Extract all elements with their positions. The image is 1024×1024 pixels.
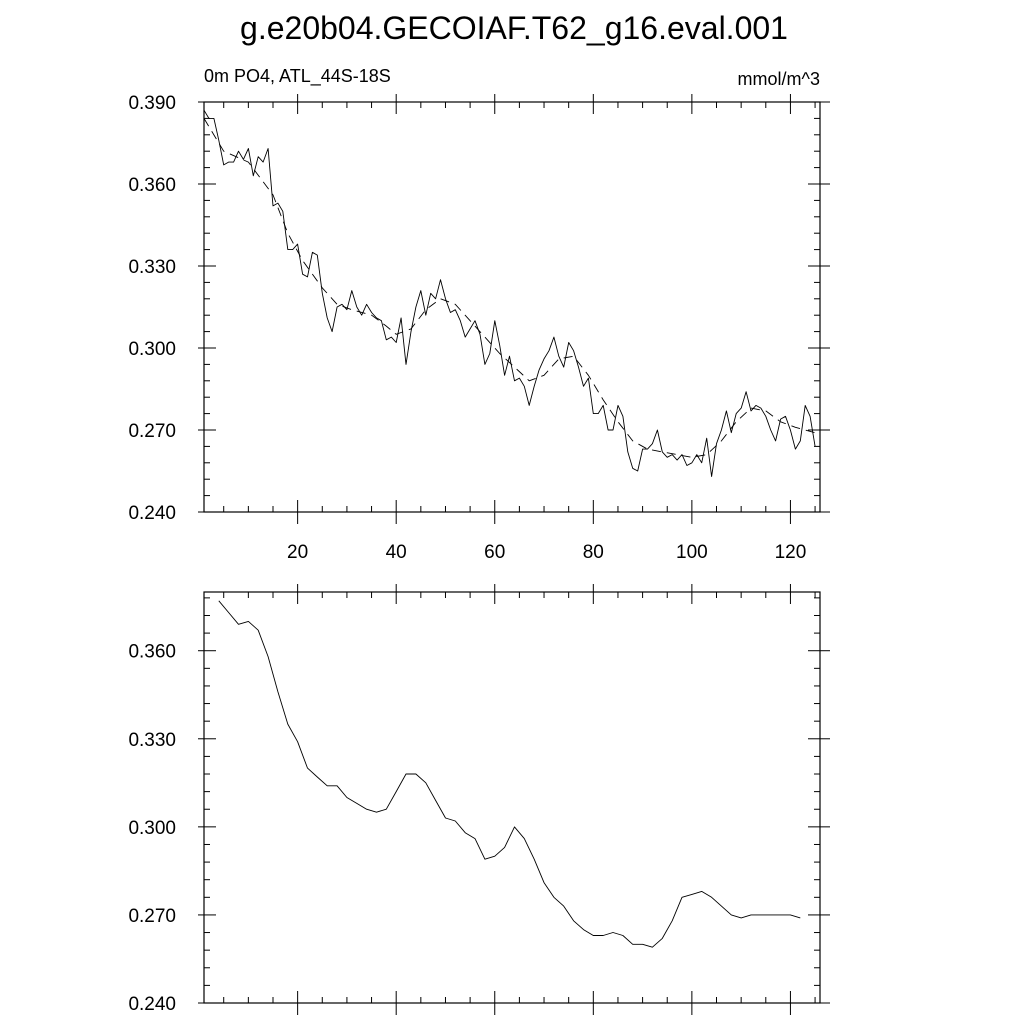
top-line-chart: 0m PO4, ATL_44S-18S mmol/m^3 0.240 0.270 0… bbox=[128, 66, 830, 563]
bottom-chart-y-tick-label: 0.330 bbox=[128, 730, 176, 751]
bottom-chart-y-tick-label: 0.240 bbox=[128, 994, 176, 1015]
top-chart-x-tick-label: 100 bbox=[676, 542, 708, 563]
figure-title: g.e20b04.GECOIAF.T62_g16.eval.001 bbox=[240, 10, 788, 46]
top-chart-units: mmol/m^3 bbox=[738, 69, 820, 89]
top-chart-series-solid-line bbox=[203, 109, 816, 477]
bottom-chart-y-tick-label: 0.270 bbox=[128, 906, 176, 927]
bottom-chart-series-solid-line bbox=[218, 600, 801, 948]
top-chart-x-tick-label: 60 bbox=[484, 542, 505, 563]
bottom-chart-y-tick-label: 0.300 bbox=[128, 818, 176, 839]
top-chart-y-tick-label: 0.300 bbox=[128, 339, 176, 360]
top-chart-subtitle-left: 0m PO4, ATL_44S-18S bbox=[204, 66, 391, 87]
bottom-chart-plot-frame bbox=[203, 591, 821, 1004]
top-chart-y-tick-label: 0.270 bbox=[128, 421, 176, 442]
bottom-line-chart: 0.240 0.270 0.300 0.330 0.360 bbox=[128, 584, 830, 1015]
top-chart-plot-frame bbox=[203, 101, 821, 513]
top-chart-y-tick-label: 0.330 bbox=[128, 257, 176, 278]
top-chart-x-tick-label: 20 bbox=[287, 542, 308, 563]
top-chart-y-tick-label: 0.390 bbox=[128, 93, 176, 114]
top-chart-y-tick-label: 0.360 bbox=[128, 175, 176, 196]
top-chart-series-dashed-line bbox=[203, 118, 816, 458]
top-chart-x-tick-label: 80 bbox=[583, 542, 604, 563]
bottom-chart-y-tick-label: 0.360 bbox=[128, 642, 176, 663]
top-chart-x-tick-label: 40 bbox=[386, 542, 407, 563]
top-chart-y-tick-label: 0.240 bbox=[128, 503, 176, 524]
top-chart-x-tick-label: 120 bbox=[775, 542, 807, 563]
